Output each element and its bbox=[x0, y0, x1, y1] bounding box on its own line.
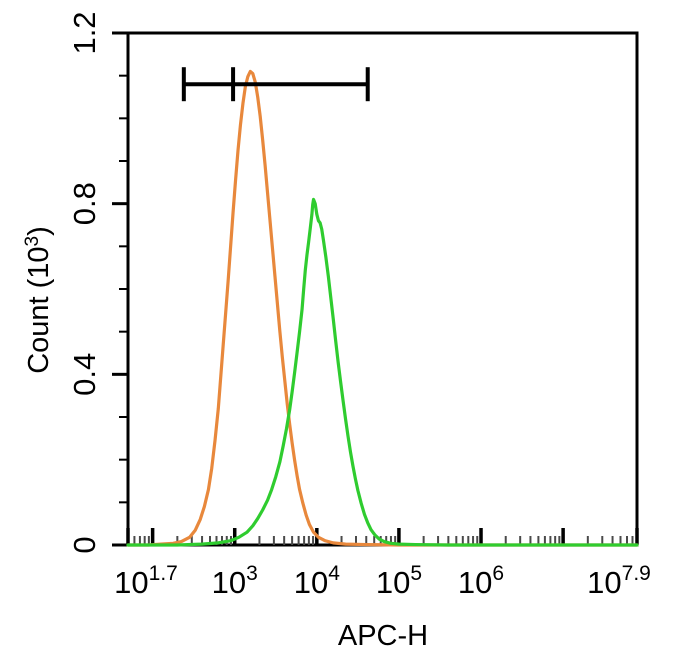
svg-text:0: 0 bbox=[67, 536, 102, 553]
svg-text:101.7: 101.7 bbox=[114, 562, 178, 600]
x-tick-label: 104 bbox=[294, 562, 340, 600]
svg-text:Count (103): Count (103) bbox=[22, 226, 55, 374]
histogram-curves bbox=[126, 69, 639, 547]
x-tick-label-base: 10 bbox=[587, 565, 621, 600]
gate-marker[interactable] bbox=[181, 67, 370, 102]
y-axis-title-close: ) bbox=[23, 226, 55, 236]
x-axis-tick-labels: 101.7 103 104 105 106 107.9 bbox=[114, 562, 651, 600]
y-axis-title-exponent: 3 bbox=[22, 236, 43, 247]
x-tick-label: 106 bbox=[458, 562, 504, 600]
x-tick-label: 103 bbox=[212, 562, 258, 600]
x-tick-label-exponent: 3 bbox=[246, 562, 258, 585]
x-tick-label-exponent: 6 bbox=[492, 562, 504, 585]
svg-text:0.4: 0.4 bbox=[67, 353, 102, 396]
svg-text:103: 103 bbox=[212, 562, 258, 600]
y-axis-tick-labels: 0 0.4 0.8 1.2 bbox=[67, 11, 102, 553]
plot-frame bbox=[126, 31, 639, 547]
x-tick-label: 105 bbox=[376, 562, 422, 600]
svg-text:1.2: 1.2 bbox=[67, 11, 102, 54]
x-tick-label-exponent: 1.7 bbox=[149, 562, 178, 585]
y-tick-label: 0.8 bbox=[67, 182, 102, 225]
y-axis-ticks bbox=[112, 31, 128, 547]
y-tick-label: 1.2 bbox=[67, 11, 102, 54]
x-tick-label-exponent: 7.9 bbox=[622, 562, 651, 585]
green-histogram bbox=[126, 197, 639, 547]
x-axis-title: APC-H bbox=[338, 620, 428, 652]
x-tick-label: 101.7 bbox=[114, 562, 178, 600]
x-tick-label: 107.9 bbox=[587, 562, 651, 600]
orange-histogram bbox=[126, 69, 639, 547]
x-tick-label-exponent: 5 bbox=[410, 562, 422, 585]
x-tick-label-base: 10 bbox=[212, 565, 246, 600]
svg-text:104: 104 bbox=[294, 562, 340, 600]
y-axis-title-base: Count (10 bbox=[23, 246, 55, 373]
svg-text:0.8: 0.8 bbox=[67, 182, 102, 225]
x-tick-label-exponent: 4 bbox=[328, 562, 340, 585]
svg-text:107.9: 107.9 bbox=[587, 562, 651, 600]
svg-text:105: 105 bbox=[376, 562, 422, 600]
x-tick-label-base: 10 bbox=[294, 565, 328, 600]
y-axis-title: Count (103) bbox=[22, 226, 55, 374]
svg-text:106: 106 bbox=[458, 562, 504, 600]
x-tick-label-base: 10 bbox=[376, 565, 410, 600]
y-tick-label: 0 bbox=[67, 536, 102, 553]
x-tick-label-base: 10 bbox=[114, 565, 148, 600]
y-tick-label: 0.4 bbox=[67, 353, 102, 396]
x-tick-label-base: 10 bbox=[458, 565, 492, 600]
